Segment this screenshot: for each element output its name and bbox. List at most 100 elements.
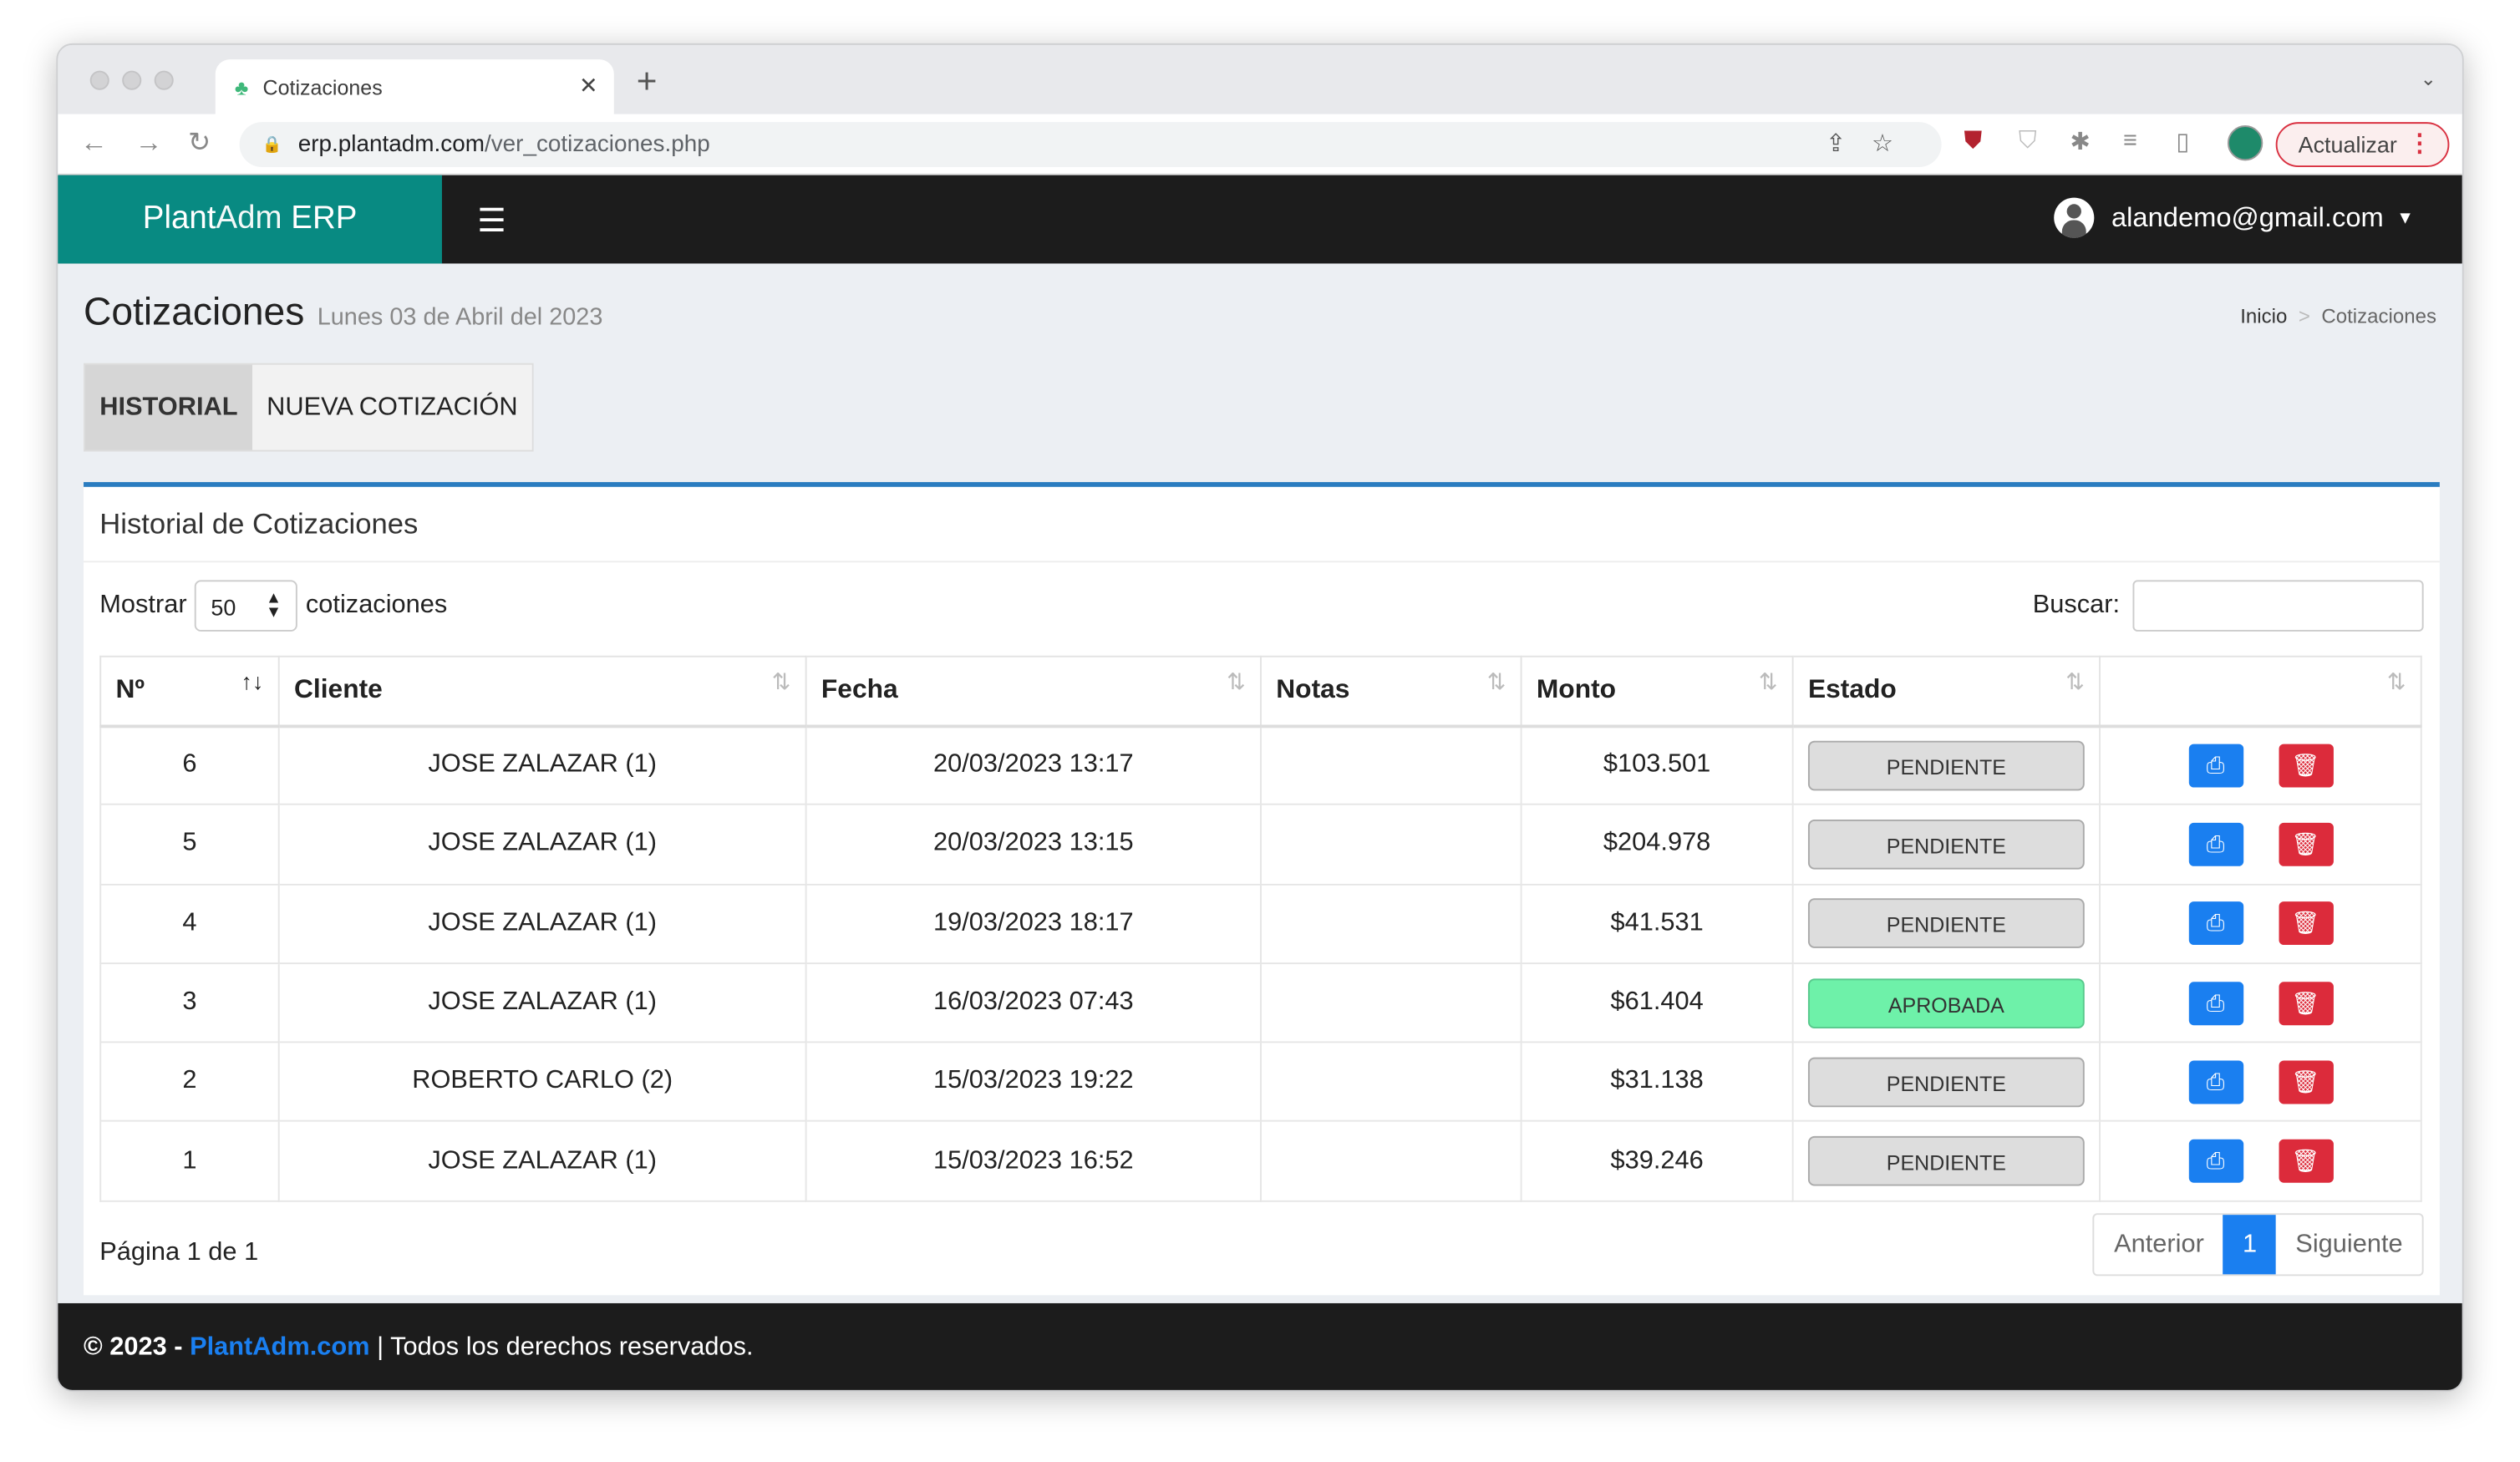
breadcrumb-home[interactable]: Inicio — [2240, 305, 2288, 328]
delete-button[interactable]: 🗑 — [2278, 744, 2333, 788]
brand-text-suffix: ERP — [282, 201, 358, 236]
column-header-actions[interactable]: ⇅ — [2099, 655, 2422, 728]
search-label: Buscar: — [2032, 591, 2121, 619]
column-header-fecha[interactable]: Fecha ⇅ — [805, 655, 1262, 728]
table-row: 5 JOSE ZALAZAR (1) 20/03/2023 13:15 $204… — [99, 805, 2422, 886]
cell-cliente: ROBERTO CARLO (2) — [277, 1042, 807, 1123]
new-tab-button[interactable]: + — [636, 61, 658, 102]
profile-avatar[interactable] — [2227, 125, 2263, 161]
extensions-puzzle-icon[interactable]: ✱ — [2070, 128, 2091, 156]
cell-fecha: 19/03/2023 18:17 — [805, 884, 1262, 964]
footer-text: | Todos los derechos reservados. — [369, 1333, 754, 1362]
address-bar[interactable]: 🔒 erp.plantadm.com/ver_cotizaciones.php … — [239, 122, 1942, 168]
cell-fecha: 16/03/2023 07:43 — [805, 962, 1262, 1043]
browser-window: ♣ Cotizaciones ✕ + ⌄ ← → ↻ 🔒 erp.plantad… — [56, 43, 2464, 1392]
status-badge[interactable]: PENDIENTE — [1807, 819, 2085, 870]
cell-notas — [1260, 1042, 1522, 1123]
cell-notas — [1260, 805, 1522, 886]
minimize-window-button[interactable] — [122, 70, 142, 90]
print-button[interactable]: ⎙ — [2187, 822, 2243, 866]
status-badge[interactable]: PENDIENTE — [1807, 1136, 2085, 1186]
column-header-notas[interactable]: Notas ⇅ — [1260, 655, 1522, 728]
cell-n: 6 — [99, 725, 280, 806]
print-icon: ⎙ — [2206, 1147, 2225, 1174]
cell-notas — [1260, 884, 1522, 964]
update-button[interactable]: Actualizar ⋮ — [2275, 122, 2450, 168]
caret-down-icon: ▼ — [2396, 208, 2415, 228]
ublock-extension-icon[interactable]: ⛊ — [1964, 126, 1983, 155]
back-icon[interactable]: ← — [80, 126, 108, 158]
tab-historial[interactable]: HISTORIAL — [84, 364, 252, 450]
brand-logo[interactable]: Plant Adm ERP — [58, 175, 442, 264]
column-header-n[interactable]: Nº ↑↓ — [99, 655, 280, 728]
media-queue-icon[interactable]: ≡ — [2122, 126, 2137, 155]
card-title: Historial de Cotizaciones — [84, 487, 2440, 563]
close-tab-icon[interactable]: ✕ — [578, 72, 598, 99]
share-icon[interactable]: ⇪ — [1826, 129, 1872, 158]
pagination-info: Página 1 de 1 — [99, 1239, 259, 1267]
print-button[interactable]: ⎙ — [2187, 901, 2243, 946]
trash-icon: 🗑 — [2291, 988, 2320, 1015]
search-input[interactable] — [2132, 580, 2424, 632]
cell-actions: ⎙ 🗑 — [2099, 1121, 2422, 1202]
page-1-button[interactable]: 1 — [2223, 1215, 2277, 1275]
brand-text: Plant — [142, 201, 216, 236]
forward-icon[interactable]: → — [135, 126, 163, 158]
shield-extension-icon[interactable]: ⛉ — [2018, 126, 2037, 155]
status-badge[interactable]: PENDIENTE — [1807, 898, 2085, 949]
select-arrows-icon: ▲ ▼ — [266, 589, 282, 622]
header-label: Nº — [115, 675, 145, 704]
bookmark-star-icon[interactable]: ☆ — [1872, 129, 1919, 158]
column-header-estado[interactable]: Estado ⇅ — [1791, 655, 2101, 728]
user-menu[interactable]: alandemo@gmail.com ▼ — [2053, 197, 2415, 238]
print-button[interactable]: ⎙ — [2187, 744, 2243, 788]
status-badge[interactable]: APROBADA — [1807, 977, 2085, 1028]
print-icon: ⎙ — [2206, 988, 2225, 1015]
status-badge[interactable]: PENDIENTE — [1807, 1057, 2085, 1107]
page-tabs: HISTORIAL NUEVA COTIZACIÓN — [84, 363, 534, 452]
next-page-button[interactable]: Siguiente — [2295, 1230, 2403, 1258]
page-length-select[interactable]: 50 ▲ ▼ — [195, 580, 298, 632]
side-panel-icon[interactable]: ▯ — [2176, 128, 2190, 156]
delete-button[interactable]: 🗑 — [2278, 901, 2333, 946]
quotes-table: Nº ↑↓ Cliente ⇅ Fecha ⇅ Notas ⇅ Monto ⇅ Estad… — [99, 655, 2422, 1202]
column-header-monto[interactable]: Monto ⇅ — [1520, 655, 1794, 728]
tab-nueva-cotizacion[interactable]: NUEVA COTIZACIÓN — [251, 364, 532, 450]
column-header-cliente[interactable]: Cliente ⇅ — [277, 655, 807, 728]
trash-icon: 🗑 — [2291, 830, 2320, 857]
browser-toolbar: ← → ↻ 🔒 erp.plantadm.com/ver_cotizacione… — [58, 114, 2462, 175]
trash-icon: 🗑 — [2291, 1068, 2320, 1094]
plant-favicon-icon: ♣ — [234, 74, 249, 99]
cell-notas — [1260, 725, 1522, 806]
show-suffix: cotizaciones — [305, 591, 448, 619]
url-path: /ver_cotizaciones.php — [484, 131, 710, 158]
browser-tab[interactable]: ♣ Cotizaciones ✕ — [215, 59, 614, 114]
trash-icon: 🗑 — [2291, 910, 2320, 936]
tab-list-chevron-icon[interactable]: ⌄ — [2420, 67, 2437, 90]
cell-monto: $61.404 — [1520, 962, 1794, 1043]
close-window-button[interactable] — [89, 70, 109, 90]
print-button[interactable]: ⎙ — [2187, 981, 2243, 1025]
cell-estado: PENDIENTE — [1791, 805, 2101, 886]
prev-page-button[interactable]: Anterior — [2114, 1230, 2204, 1258]
cell-n: 1 — [99, 1121, 280, 1202]
cell-n: 2 — [99, 1042, 280, 1123]
footer-link[interactable]: PlantAdm.com — [190, 1333, 370, 1362]
page-length-value: 50 — [211, 594, 236, 621]
cell-estado: APROBADA — [1791, 962, 2101, 1043]
delete-button[interactable]: 🗑 — [2278, 981, 2333, 1025]
user-avatar-icon — [2053, 197, 2094, 238]
cell-n: 3 — [99, 962, 280, 1043]
page-date: Lunes 03 de Abril del 2023 — [317, 303, 603, 332]
print-button[interactable]: ⎙ — [2187, 1140, 2243, 1183]
reload-icon[interactable]: ↻ — [188, 126, 211, 158]
print-button[interactable]: ⎙ — [2187, 1060, 2243, 1104]
maximize-window-button[interactable] — [154, 70, 174, 90]
cell-monto: $31.138 — [1520, 1042, 1794, 1123]
search-control: Buscar: — [2033, 580, 2424, 632]
delete-button[interactable]: 🗑 — [2278, 822, 2333, 866]
delete-button[interactable]: 🗑 — [2278, 1140, 2333, 1183]
delete-button[interactable]: 🗑 — [2278, 1060, 2333, 1104]
hamburger-menu-icon[interactable]: ☰ — [477, 204, 506, 240]
status-badge[interactable]: PENDIENTE — [1807, 740, 2085, 791]
